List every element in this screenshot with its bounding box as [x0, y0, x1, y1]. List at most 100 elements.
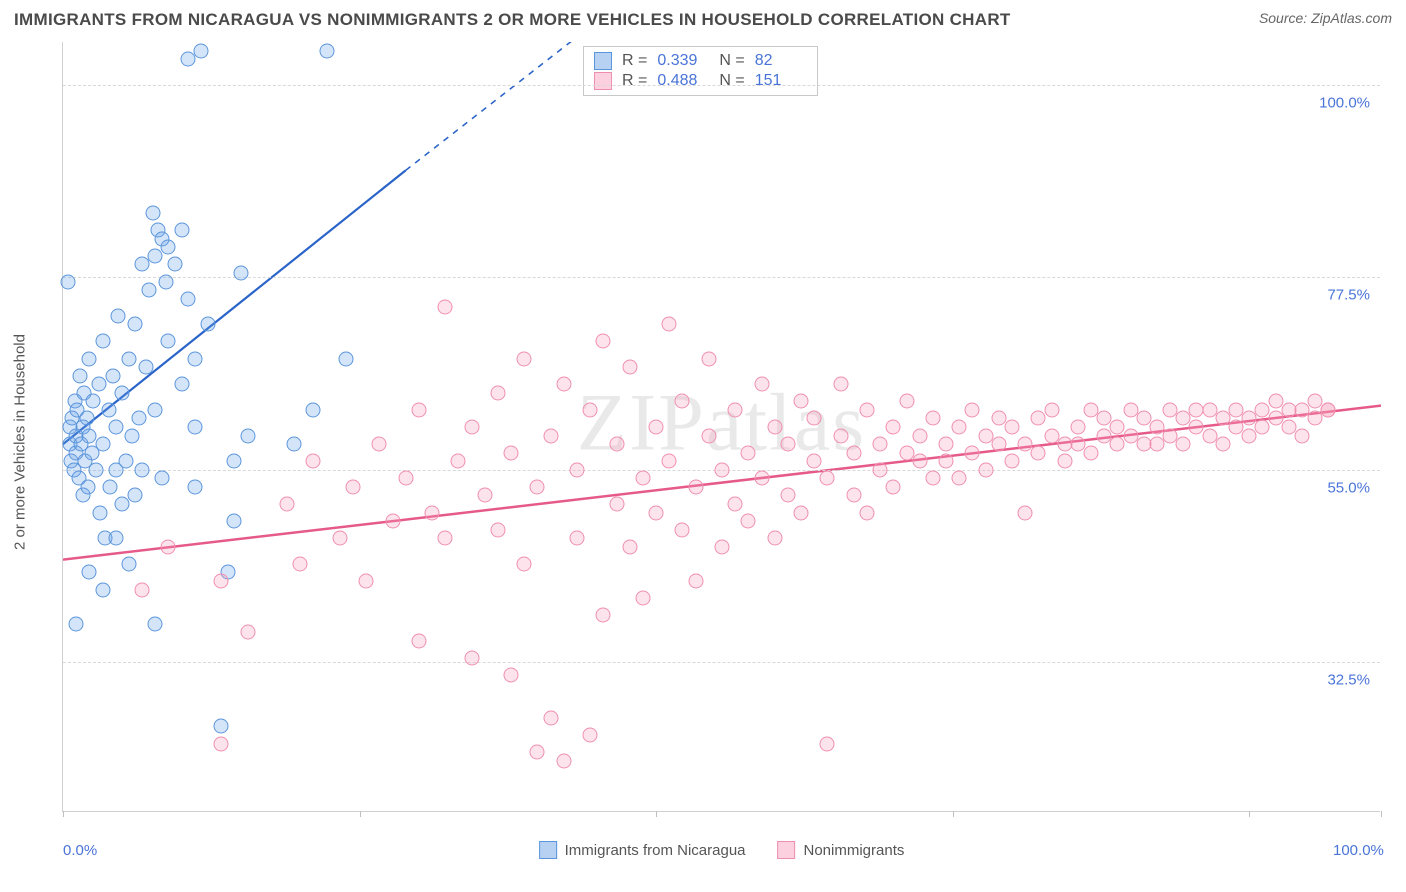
scatter-point-series-0 [128, 317, 143, 332]
scatter-point-series-1 [741, 445, 756, 460]
scatter-point-series-1 [688, 574, 703, 589]
scatter-point-series-1 [649, 420, 664, 435]
scatter-point-series-1 [701, 351, 716, 366]
gridline [63, 277, 1380, 278]
xtick-label: 100.0% [1333, 842, 1384, 859]
scatter-point-series-0 [148, 248, 163, 263]
scatter-point-series-1 [715, 539, 730, 554]
scatter-point-series-1 [978, 462, 993, 477]
trend-line-series-1 [63, 406, 1381, 560]
scatter-point-series-1 [1149, 437, 1164, 452]
scatter-point-series-1 [1242, 428, 1257, 443]
scatter-point-series-1 [530, 745, 545, 760]
scatter-point-series-1 [1057, 454, 1072, 469]
scatter-point-series-1 [846, 488, 861, 503]
scatter-point-series-1 [1018, 505, 1033, 520]
scatter-point-series-1 [912, 428, 927, 443]
xtick-mark [656, 811, 657, 817]
stat-label-r: R = [622, 52, 647, 70]
gridline [63, 85, 1380, 86]
scatter-point-series-1 [675, 522, 690, 537]
legend-swatch-0 [539, 841, 557, 859]
stat-label-r: R = [622, 72, 647, 90]
scatter-point-series-1 [583, 728, 598, 743]
scatter-point-series-1 [952, 471, 967, 486]
trend-lines-layer [63, 42, 1381, 812]
stat-value-r-0: 0.339 [657, 52, 709, 70]
scatter-point-series-1 [991, 437, 1006, 452]
stat-value-n-1: 151 [755, 72, 807, 90]
scatter-point-series-0 [79, 411, 94, 426]
scatter-point-series-1 [767, 531, 782, 546]
scatter-point-series-0 [88, 462, 103, 477]
scatter-point-series-0 [81, 479, 96, 494]
scatter-point-series-0 [306, 402, 321, 417]
ytick-label: 100.0% [1319, 94, 1370, 111]
scatter-point-series-1 [754, 471, 769, 486]
trend-line-series-0 [63, 170, 406, 444]
scatter-point-series-0 [95, 437, 110, 452]
swatch-series-1 [594, 72, 612, 90]
scatter-point-series-1 [728, 402, 743, 417]
scatter-point-series-1 [543, 428, 558, 443]
scatter-point-series-1 [833, 428, 848, 443]
scatter-point-series-1 [767, 420, 782, 435]
scatter-point-series-1 [464, 420, 479, 435]
scatter-point-series-1 [1110, 437, 1125, 452]
scatter-point-series-0 [181, 291, 196, 306]
scatter-point-series-1 [464, 651, 479, 666]
scatter-point-series-1 [820, 736, 835, 751]
scatter-point-series-1 [965, 445, 980, 460]
scatter-point-series-1 [688, 479, 703, 494]
scatter-point-series-0 [135, 257, 150, 272]
scatter-point-series-1 [1031, 445, 1046, 460]
scatter-point-series-1 [1215, 437, 1230, 452]
scatter-point-series-0 [69, 616, 84, 631]
scatter-point-series-1 [504, 445, 519, 460]
bottom-legend: Immigrants from Nicaragua Nonimmigrants [539, 841, 905, 859]
scatter-point-series-1 [161, 539, 176, 554]
scatter-point-series-1 [925, 471, 940, 486]
scatter-point-series-1 [1308, 411, 1323, 426]
scatter-point-series-0 [128, 488, 143, 503]
scatter-point-series-0 [168, 257, 183, 272]
scatter-point-series-1 [570, 531, 585, 546]
scatter-point-series-1 [715, 462, 730, 477]
plot-area: ZIPatlas R = 0.339 N = 82 R = 0.488 N = … [62, 42, 1380, 812]
scatter-point-series-0 [86, 394, 101, 409]
scatter-point-series-1 [912, 454, 927, 469]
scatter-point-series-1 [1070, 420, 1085, 435]
scatter-point-series-0 [174, 377, 189, 392]
scatter-point-series-0 [161, 334, 176, 349]
scatter-point-series-1 [899, 394, 914, 409]
scatter-point-series-0 [194, 43, 209, 58]
scatter-point-series-1 [649, 505, 664, 520]
stat-value-n-0: 82 [755, 52, 807, 70]
scatter-point-series-0 [82, 351, 97, 366]
scatter-point-series-1 [451, 454, 466, 469]
stat-value-r-1: 0.488 [657, 72, 709, 90]
scatter-point-series-0 [115, 497, 130, 512]
legend-swatch-1 [778, 841, 796, 859]
trend-line-dashed-series-0 [406, 42, 604, 170]
scatter-point-series-1 [780, 437, 795, 452]
scatter-point-series-1 [543, 710, 558, 725]
scatter-point-series-1 [372, 437, 387, 452]
scatter-point-series-1 [438, 300, 453, 315]
scatter-point-series-1 [873, 462, 888, 477]
scatter-point-series-0 [82, 565, 97, 580]
scatter-point-series-1 [1294, 428, 1309, 443]
scatter-point-series-1 [675, 394, 690, 409]
scatter-point-series-0 [108, 531, 123, 546]
scatter-point-series-1 [1176, 437, 1191, 452]
scatter-point-series-1 [596, 608, 611, 623]
scatter-point-series-1 [886, 420, 901, 435]
scatter-point-series-0 [145, 206, 160, 221]
scatter-point-series-0 [227, 454, 242, 469]
scatter-point-series-1 [622, 539, 637, 554]
scatter-point-series-0 [319, 43, 334, 58]
scatter-point-series-1 [570, 462, 585, 477]
scatter-point-series-1 [1321, 402, 1336, 417]
scatter-point-series-0 [200, 317, 215, 332]
ytick-label: 32.5% [1327, 672, 1370, 689]
